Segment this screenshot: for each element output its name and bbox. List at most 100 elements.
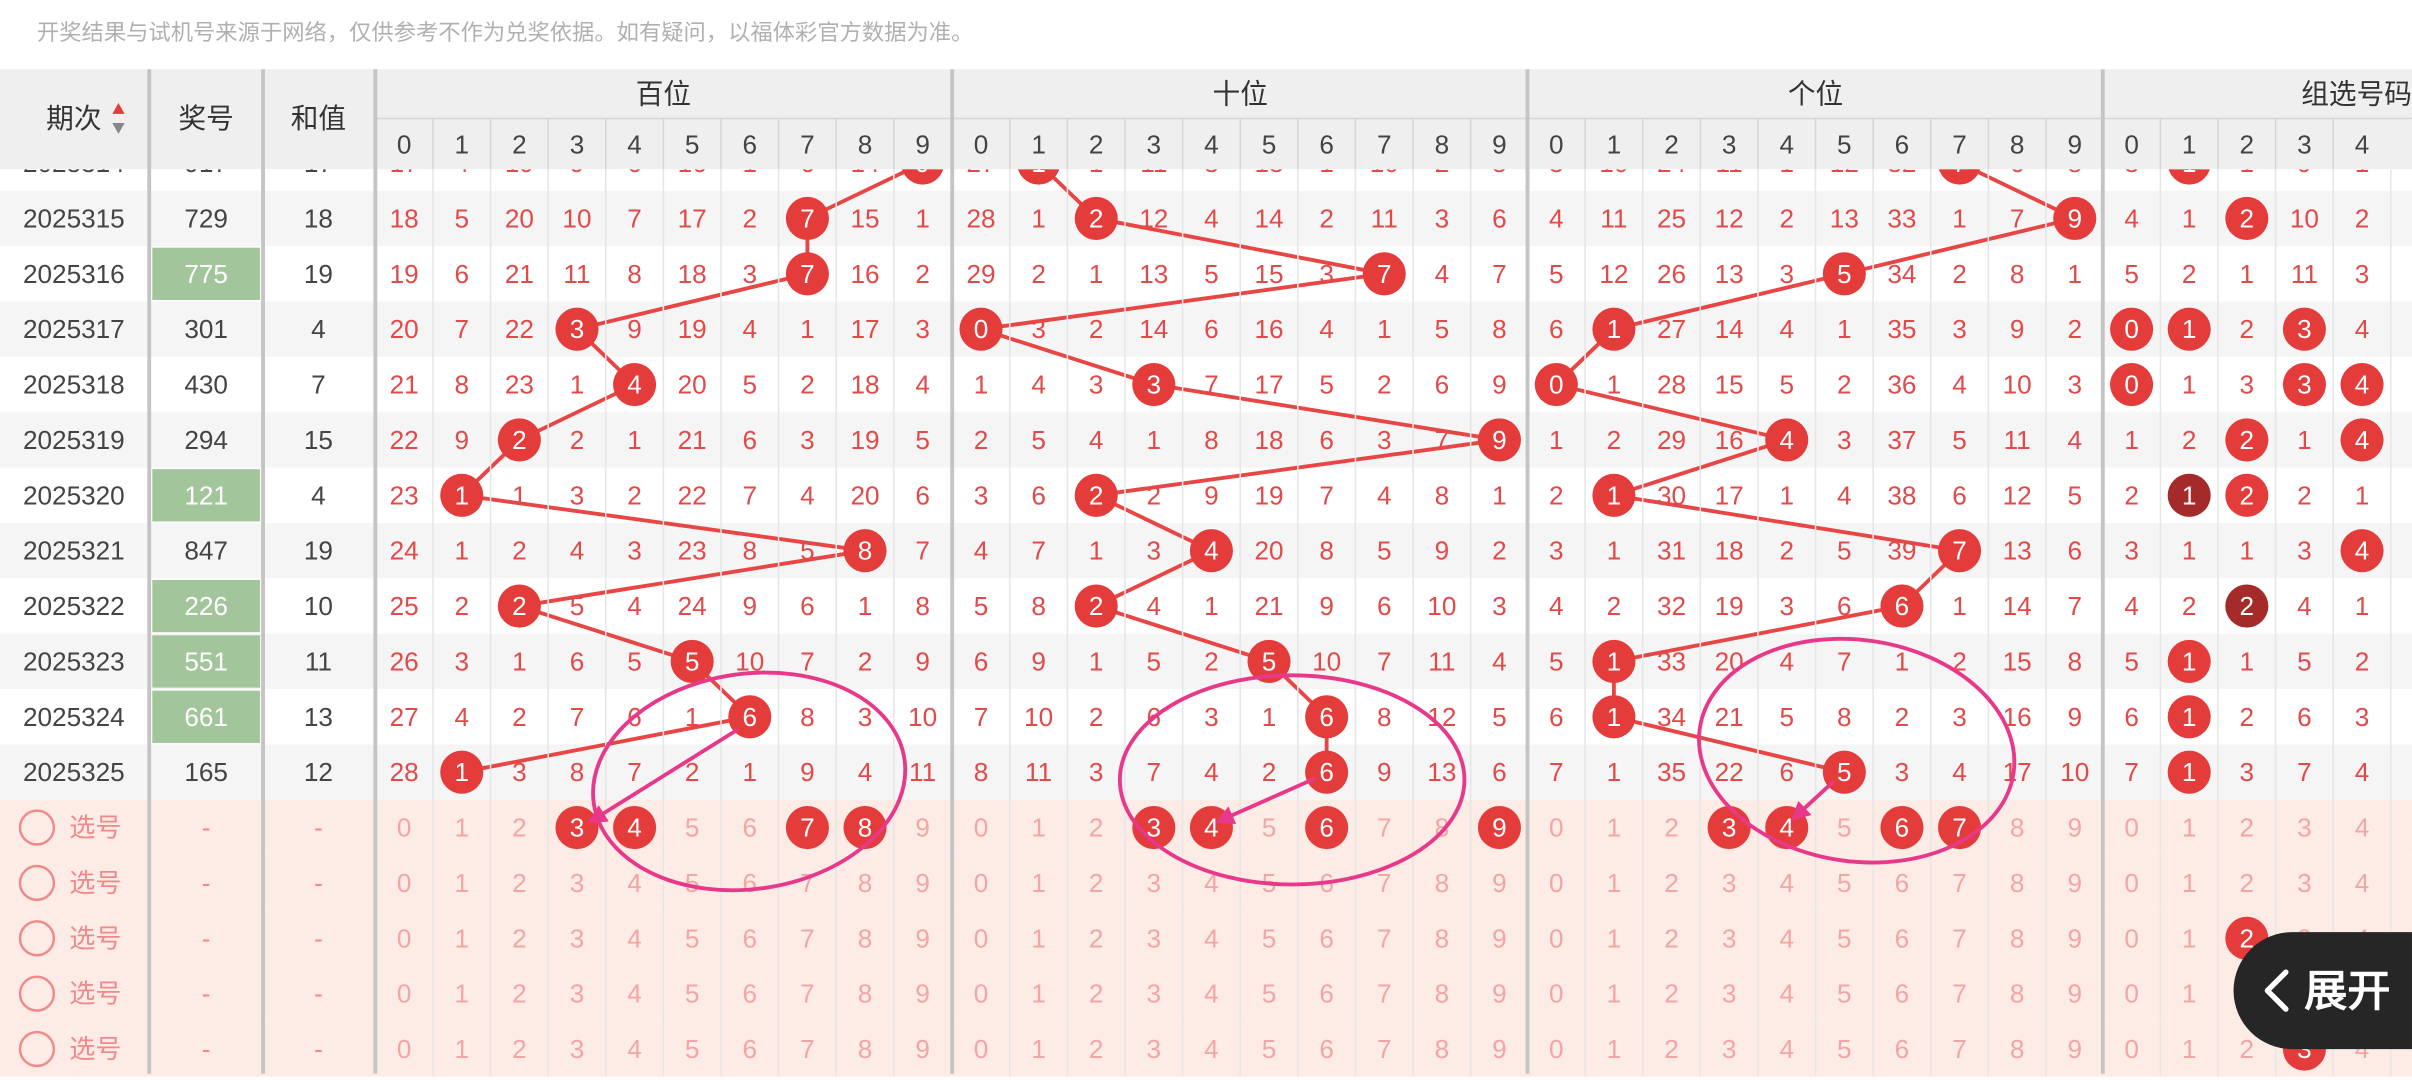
pick-digit[interactable]: 1 <box>2182 979 2197 1009</box>
pick-digit[interactable]: 4 <box>627 923 642 953</box>
pick-digit[interactable]: 5 <box>685 813 700 843</box>
pick-digit[interactable]: 9 <box>1492 923 1507 953</box>
pick-digit[interactable]: 0 <box>397 1034 412 1064</box>
period-header[interactable]: 期次 <box>46 103 101 134</box>
pick-digit[interactable]: 6 <box>743 868 758 898</box>
pick-digit[interactable]: 8 <box>1435 1034 1450 1064</box>
pick-digit[interactable]: 1 <box>1031 813 1046 843</box>
pick-digit[interactable]: 6 <box>1319 813 1334 843</box>
pick-digit[interactable]: 1 <box>1031 868 1046 898</box>
pick-digit[interactable]: 7 <box>1952 1034 1967 1064</box>
pick-digit[interactable]: 8 <box>858 923 873 953</box>
pick-digit[interactable]: 0 <box>397 979 412 1009</box>
pick-digit[interactable]: 2 <box>2240 868 2255 898</box>
pick-digit[interactable]: 4 <box>2355 813 2370 843</box>
pick-digit[interactable]: 9 <box>2067 923 2082 953</box>
pick-digit[interactable]: 3 <box>570 1034 585 1064</box>
pick-digit[interactable]: 7 <box>1377 813 1392 843</box>
pick-digit[interactable]: 3 <box>1722 868 1737 898</box>
pick-digit[interactable]: 1 <box>2182 868 2197 898</box>
pick-digit[interactable]: 3 <box>1722 979 1737 1009</box>
pick-ball[interactable] <box>1132 806 1176 850</box>
pick-digit[interactable]: 2 <box>1664 1034 1679 1064</box>
pick-digit[interactable]: 0 <box>2124 868 2139 898</box>
pick-digit[interactable]: 8 <box>858 868 873 898</box>
pick-digit[interactable]: 9 <box>1492 1034 1507 1064</box>
pick-digit[interactable]: 6 <box>743 979 758 1009</box>
pick-digit[interactable]: 0 <box>1549 1034 1564 1064</box>
pick-digit[interactable]: 3 <box>570 979 585 1009</box>
pick-digit[interactable]: 5 <box>1837 923 1852 953</box>
pick-digit[interactable]: 2 <box>1664 813 1679 843</box>
pick-label[interactable]: 选号 <box>69 1034 121 1064</box>
pick-digit[interactable]: 8 <box>2010 813 2025 843</box>
pick-digit[interactable]: 8 <box>2010 868 2025 898</box>
pick-digit[interactable]: 6 <box>743 923 758 953</box>
pick-ball[interactable] <box>613 806 657 850</box>
pick-digit[interactable]: 2 <box>1089 923 1104 953</box>
pick-digit[interactable]: 4 <box>1204 979 1219 1009</box>
pick-digit[interactable]: 2 <box>512 868 527 898</box>
pick-digit[interactable]: 6 <box>743 813 758 843</box>
pick-label[interactable]: 选号 <box>69 923 121 953</box>
pick-digit[interactable]: 0 <box>2124 1034 2139 1064</box>
pick-digit[interactable]: 0 <box>2124 979 2139 1009</box>
pick-digit[interactable]: 1 <box>1607 813 1622 843</box>
pick-digit[interactable]: 9 <box>915 813 930 843</box>
pick-digit[interactable]: 3 <box>1147 868 1162 898</box>
pick-digit[interactable]: 2 <box>1089 868 1104 898</box>
pick-digit[interactable]: 7 <box>1377 979 1392 1009</box>
sort-up[interactable] <box>112 103 125 114</box>
pick-digit[interactable]: 4 <box>627 813 642 843</box>
pick-digit[interactable]: 0 <box>974 923 989 953</box>
pick-digit[interactable]: 6 <box>1895 813 1910 843</box>
pick-digit[interactable]: 1 <box>1031 979 1046 1009</box>
pick-digit[interactable]: 2 <box>2240 1034 2255 1064</box>
pick-digit[interactable]: 7 <box>800 868 815 898</box>
pick-digit[interactable]: 6 <box>743 1034 758 1064</box>
pick-digit[interactable]: 4 <box>627 1034 642 1064</box>
pick-digit[interactable]: 4 <box>627 979 642 1009</box>
pick-digit[interactable]: 2 <box>512 979 527 1009</box>
pick-digit[interactable]: 5 <box>1837 1034 1852 1064</box>
pick-digit[interactable]: 5 <box>685 979 700 1009</box>
pick-digit[interactable]: 3 <box>1147 1034 1162 1064</box>
pick-digit[interactable]: 5 <box>1262 1034 1277 1064</box>
pick-digit[interactable]: 0 <box>2124 923 2139 953</box>
pick-label[interactable]: 选号 <box>69 868 121 898</box>
pick-digit[interactable]: 4 <box>627 868 642 898</box>
pick-digit[interactable]: 6 <box>1319 1034 1334 1064</box>
pick-digit[interactable]: 9 <box>2067 1034 2082 1064</box>
pick-digit[interactable]: 3 <box>1722 1034 1737 1064</box>
pick-digit[interactable]: 2 <box>512 813 527 843</box>
pick-digit[interactable]: 7 <box>1952 868 1967 898</box>
pick-digit[interactable]: 7 <box>1952 979 1967 1009</box>
pick-digit[interactable]: 7 <box>1377 1034 1392 1064</box>
pick-digit[interactable]: 2 <box>1664 979 1679 1009</box>
expand-button-bg[interactable] <box>2233 932 2412 1050</box>
pick-digit[interactable]: 2 <box>2240 813 2255 843</box>
pick-digit[interactable]: 0 <box>1549 923 1564 953</box>
pick-digit[interactable]: 6 <box>1319 923 1334 953</box>
pick-digit[interactable]: 6 <box>1895 1034 1910 1064</box>
pick-digit[interactable]: 4 <box>1204 923 1219 953</box>
pick-digit[interactable]: 4 <box>2355 868 2370 898</box>
pick-digit[interactable]: 0 <box>974 813 989 843</box>
pick-digit[interactable]: 3 <box>1147 923 1162 953</box>
pick-digit[interactable]: 1 <box>1031 1034 1046 1064</box>
pick-digit[interactable]: 6 <box>1895 923 1910 953</box>
pick-digit[interactable]: 3 <box>1147 813 1162 843</box>
pick-digit[interactable]: 2 <box>1089 1034 1104 1064</box>
pick-digit[interactable]: 1 <box>454 923 469 953</box>
pick-digit[interactable]: 5 <box>1262 923 1277 953</box>
expand-label[interactable]: 展开 <box>2304 968 2390 1016</box>
pick-digit[interactable]: 8 <box>1435 868 1450 898</box>
pick-digit[interactable]: 5 <box>1837 979 1852 1009</box>
pick-digit[interactable]: 3 <box>1722 813 1737 843</box>
pick-digit[interactable]: 0 <box>397 923 412 953</box>
pick-digit[interactable]: 0 <box>974 979 989 1009</box>
pick-digit[interactable]: 3 <box>2297 868 2312 898</box>
pick-digit[interactable]: 2 <box>2240 923 2255 953</box>
pick-digit[interactable]: 1 <box>2182 813 2197 843</box>
chevron-icon[interactable] <box>2264 969 2289 1012</box>
